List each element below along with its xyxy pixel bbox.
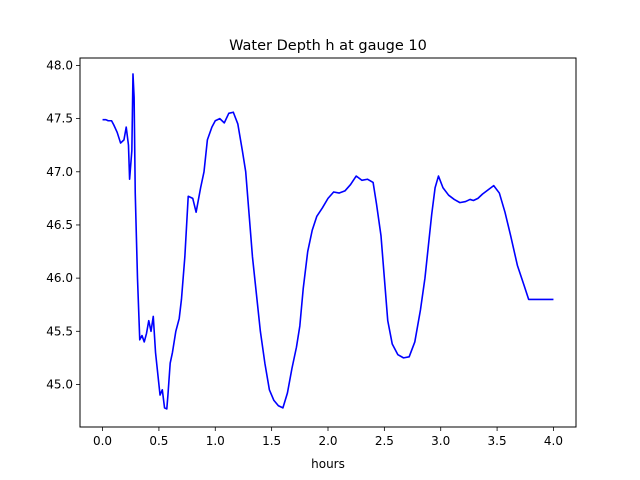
x-tick-label: 1.0 [206,434,225,448]
y-tick-label: 45.5 [46,324,73,338]
plot-line-layer [102,73,554,410]
series-line [102,73,554,410]
chart-title: Water Depth h at gauge 10 [229,38,427,54]
x-tick-label: 0.5 [149,434,168,448]
y-tick-label: 47.0 [46,165,73,179]
x-tick-label: 3.5 [488,434,507,448]
x-tick-label: 2.5 [375,434,394,448]
x-tick-label: 3.0 [431,434,450,448]
x-tick-label: 1.5 [262,434,281,448]
y-axis-ticks: 45.0 45.5 46.0 46.5 47.0 47.5 48.0 [46,58,80,391]
y-tick-label: 46.5 [46,218,73,232]
x-tick-label: 2.0 [318,434,337,448]
y-tick-label: 46.0 [46,271,73,285]
x-tick-label: 0.0 [93,434,112,448]
x-tick-label: 4.0 [544,434,563,448]
y-tick-label: 45.0 [46,377,73,391]
y-tick-label: 48.0 [46,58,73,72]
y-tick-label: 47.5 [46,112,73,126]
x-axis-label: hours [311,457,345,471]
x-axis-ticks: 0.0 0.5 1.0 1.5 2.0 2.5 3.0 3.5 4.0 [93,427,563,448]
